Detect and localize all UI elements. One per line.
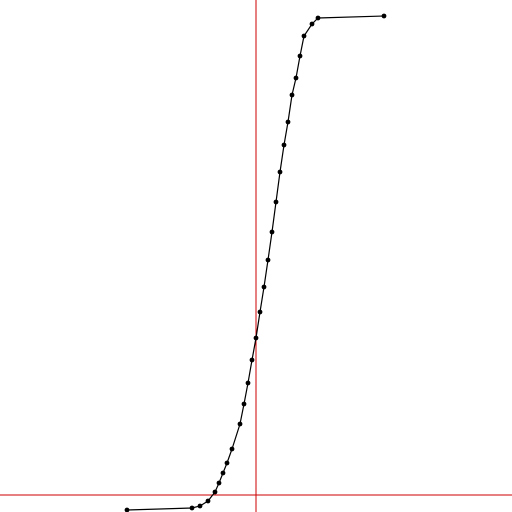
data-point — [189, 505, 195, 511]
data-point — [245, 380, 251, 386]
data-point — [220, 470, 226, 476]
data-point — [315, 15, 321, 21]
data-point — [285, 119, 291, 125]
data-point — [281, 142, 287, 148]
data-point — [216, 480, 222, 486]
data-point — [197, 503, 203, 509]
data-point — [261, 284, 267, 290]
data-point — [309, 21, 315, 27]
data-point — [277, 169, 283, 175]
data-point — [297, 53, 303, 59]
data-point — [265, 257, 271, 263]
data-point — [293, 75, 299, 81]
data-point — [249, 357, 255, 363]
data-point — [237, 421, 243, 427]
data-point — [273, 199, 279, 205]
data-point — [212, 489, 218, 495]
data-point — [205, 498, 211, 504]
data-point — [229, 446, 235, 452]
data-point — [257, 309, 263, 315]
data-point — [289, 92, 295, 98]
data-point — [301, 33, 307, 39]
data-point — [269, 229, 275, 235]
data-point — [124, 507, 130, 512]
series-points — [124, 13, 387, 512]
data-point — [381, 13, 387, 19]
data-point — [224, 460, 230, 466]
data-point — [253, 335, 259, 341]
data-point — [241, 401, 247, 407]
